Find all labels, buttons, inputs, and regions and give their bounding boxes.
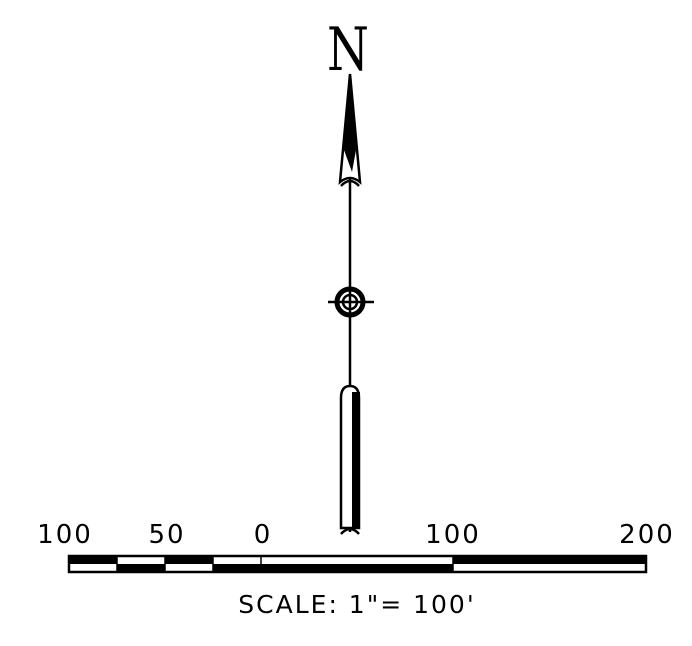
scale-tick-label: 100 <box>425 520 481 550</box>
scale-segment <box>117 564 165 572</box>
scale-segment <box>69 556 117 564</box>
scale-caption: SCALE: 1"= 100' <box>238 590 476 619</box>
scale-tick-label: 100 <box>37 520 93 550</box>
scale-tick-label: 0 <box>253 520 273 550</box>
north-arrow-head <box>338 73 362 187</box>
scale-segment <box>453 556 646 564</box>
scale-bar <box>67 554 648 574</box>
scale-tick-label: 50 <box>148 520 186 550</box>
north-arrow-center-symbol <box>328 286 374 318</box>
north-arrow-tail <box>339 384 361 535</box>
scale-segment <box>261 564 453 572</box>
scale-tick-label: 200 <box>619 520 675 550</box>
scale-segment <box>165 556 213 564</box>
scale-segment <box>213 564 261 572</box>
north-label: N <box>327 15 369 85</box>
